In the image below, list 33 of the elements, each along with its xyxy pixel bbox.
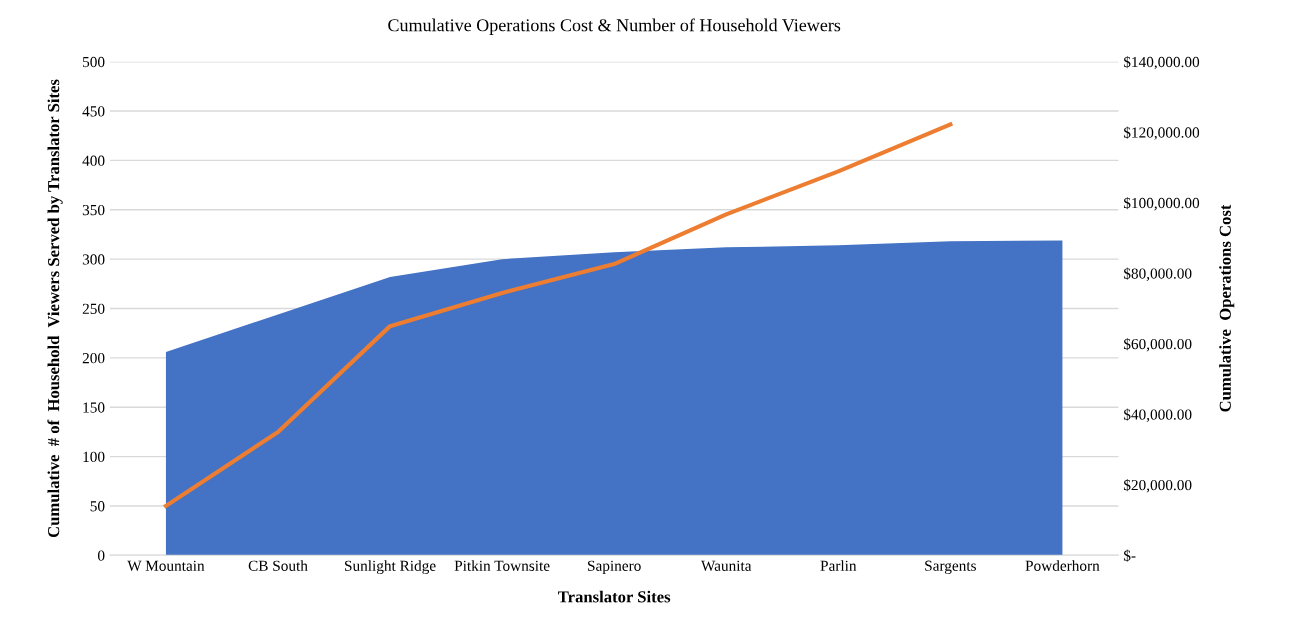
y-tick-label: 350 <box>82 204 105 216</box>
x-tick-label: Pitkin Townsite <box>454 560 550 571</box>
y2-axis-title: Cumulative Operations Cost <box>1219 204 1235 412</box>
y-tick-label: 50 <box>90 501 105 512</box>
y2-tick-label: $140,000.00 <box>1123 55 1200 70</box>
y2-tick-label: $- <box>1123 549 1136 562</box>
y2-tick-label: $40,000.00 <box>1123 408 1192 422</box>
y-tick-label: 150 <box>83 402 105 413</box>
x-axis-title: Translator Sites <box>558 590 671 603</box>
x-tick-label: W Mountain <box>127 560 205 571</box>
y-tick-label: 500 <box>83 56 105 68</box>
y2-tick-label: $20,000.00 <box>1123 479 1192 493</box>
y2-tick-label: $100,000.00 <box>1123 196 1200 211</box>
y-tick-label: 200 <box>82 353 105 364</box>
x-tick-label: Sargents <box>925 560 976 575</box>
y-tick-label: 0 <box>97 550 105 561</box>
y2-tick-label: $60,000.00 <box>1123 338 1192 352</box>
x-tick-label: Sapinero <box>588 560 641 575</box>
y-tick-label: 300 <box>82 254 105 265</box>
x-tick-label: Waunita <box>700 560 752 571</box>
y2-tick-label: $80,000.00 <box>1123 267 1192 281</box>
x-tick-label: Sunlight Ridge <box>345 560 436 575</box>
chart-title: Cumulative Operations Cost & Number of Household Viewers <box>388 18 841 35</box>
x-tick-label: Powderhorn <box>1025 560 1100 571</box>
y-tick-label: 450 <box>82 106 105 117</box>
line-series <box>163 122 953 509</box>
y-axis-title: Cumulative # of Household Viewers Served by Translator Sites <box>47 79 63 538</box>
y-tick-label: 100 <box>83 451 105 463</box>
y-tick-label: 400 <box>82 155 105 166</box>
y2-tick-label: $120,000.00 <box>1123 126 1200 140</box>
x-tick-label: Parlin <box>820 560 857 571</box>
x-tick-label: CB South <box>248 560 308 571</box>
y-tick-label: 250 <box>82 303 105 314</box>
